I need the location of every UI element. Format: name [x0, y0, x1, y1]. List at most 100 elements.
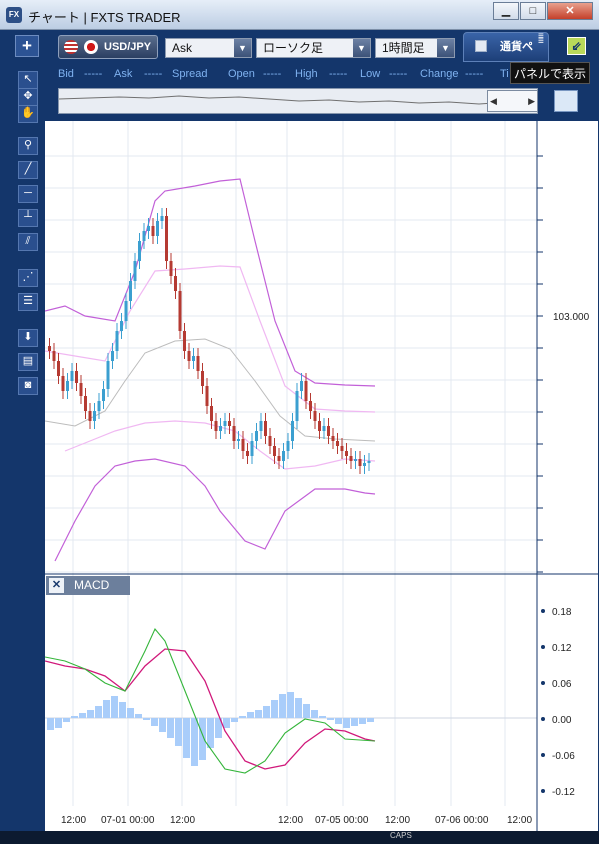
candle-body — [192, 356, 195, 361]
macd-tick-mark — [541, 753, 545, 757]
change-value: ----- — [465, 68, 484, 80]
parallel-lines-icon[interactable]: ⫽ — [18, 233, 38, 251]
price-chart[interactable]: 103.000 0.18 0.12 0.06 0.00 -0.06 -0.12 12:00… — [44, 121, 598, 831]
candle-body — [165, 216, 168, 261]
crosshair-cursor-icon[interactable]: ✥ — [18, 88, 38, 106]
chart-type-select[interactable]: ローソク足 ▼ — [256, 38, 371, 58]
candle-body — [66, 381, 69, 391]
macd-bar — [231, 718, 238, 722]
band-upper-inner — [44, 265, 376, 413]
symbol-button[interactable]: USD/JPY — [58, 35, 158, 59]
panel-view-button[interactable]: ⇙ — [567, 37, 586, 55]
ti-label: Ti — [500, 68, 509, 80]
price-side-value: Ask — [172, 41, 193, 55]
menu-icon[interactable]: ≡ ≡ — [538, 31, 544, 47]
low-value: ----- — [389, 68, 408, 80]
candle-body — [327, 426, 330, 436]
chevron-down-icon: ▼ — [437, 39, 454, 57]
candle-body — [250, 441, 254, 456]
trend-line-icon[interactable]: ╱ — [18, 161, 38, 179]
fibonacci-icon[interactable]: ☰ — [18, 293, 38, 311]
time-label: 07-05 00:00 — [315, 815, 369, 826]
time-label: 12:00 — [507, 815, 532, 826]
high-label: High — [295, 68, 318, 80]
macd-bar — [127, 708, 134, 718]
vertical-line-icon[interactable]: ┴ — [18, 209, 38, 227]
macd-lines — [44, 627, 376, 774]
signal-line — [44, 627, 376, 774]
minimize-button[interactable]: ▁ — [493, 2, 519, 20]
chart-area[interactable]: 103.000 0.18 0.12 0.06 0.00 -0.06 -0.12 12:00… — [44, 121, 598, 831]
candle-body — [277, 456, 281, 461]
add-chart-button[interactable]: + — [15, 35, 39, 57]
macd-bar — [199, 718, 206, 760]
macd-tick-mark — [541, 609, 545, 613]
high-value: ----- — [329, 68, 348, 80]
candle-body — [70, 371, 74, 381]
candle-body — [318, 421, 321, 431]
macd-bar — [295, 698, 302, 718]
fan-icon[interactable]: ⋰ — [18, 269, 38, 287]
macd-bar — [255, 710, 262, 718]
candle-body — [160, 216, 164, 221]
currency-checkbox[interactable] — [475, 40, 487, 52]
time-label: 07-06 00:00 — [435, 815, 489, 826]
timeframe-select[interactable]: 1時間足 ▼ — [375, 38, 455, 58]
candlesticks — [48, 208, 371, 474]
macd-histogram — [45, 692, 537, 766]
candle-body — [57, 361, 60, 376]
ask-label: Ask — [114, 68, 133, 80]
cursor-icon[interactable]: ↖ — [18, 71, 38, 89]
maximize-button[interactable]: □ — [520, 2, 546, 20]
candle-body — [349, 456, 353, 461]
macd-tick-mark — [541, 789, 545, 793]
macd-bar — [287, 692, 294, 718]
download-icon[interactable]: ⬇ — [18, 329, 38, 347]
candle-body — [354, 459, 357, 461]
candle-body — [174, 276, 177, 291]
horizontal-line-icon[interactable]: ─ — [18, 185, 38, 203]
drawing-toolbar: ↖ ✥ ✋ ⚲ ╱ ─ ┴ ⫽ ⋰ ☰ ⬇ ▤ ◙ — [15, 67, 39, 397]
caps-indicator: CAPS — [390, 831, 412, 840]
navigator-lock-icon[interactable] — [554, 90, 578, 112]
scroll-left-icon[interactable]: ◀ — [490, 96, 497, 106]
macd-bar — [335, 718, 342, 724]
chart-navigator[interactable] — [58, 88, 538, 114]
candle-body — [282, 451, 285, 461]
candle-body — [129, 281, 132, 301]
candle-body — [246, 451, 249, 456]
candle-body — [214, 421, 218, 431]
navigator-scroll-handle[interactable]: ◀ ▶ — [487, 90, 538, 112]
candle-body — [313, 411, 317, 421]
candle-body — [309, 401, 312, 411]
close-button[interactable]: ✕ — [547, 2, 593, 20]
macd-close-button[interactable]: ✕ — [49, 578, 64, 593]
candle-body — [138, 241, 141, 261]
candle-body — [133, 261, 137, 281]
ask-value: ----- — [144, 68, 163, 80]
candle-body — [291, 421, 294, 441]
time-label: 12:00 — [170, 815, 195, 826]
pin-icon[interactable]: ⚲ — [18, 137, 38, 155]
macd-bar — [63, 718, 70, 722]
chart-type-value: ローソク足 — [263, 41, 324, 55]
camera-icon[interactable]: ◙ — [18, 377, 38, 395]
moving-average — [44, 338, 376, 442]
candle-body — [232, 426, 236, 441]
bollinger-bands — [44, 178, 376, 562]
chevron-down-icon: ▼ — [353, 39, 370, 57]
list-icon[interactable]: ▤ — [18, 353, 38, 371]
candle-body — [151, 226, 155, 236]
price-label: 103.000 — [553, 312, 590, 323]
time-label: 07-01 00:00 — [101, 815, 155, 826]
macd-bar — [111, 696, 118, 718]
macd-bar — [279, 694, 286, 718]
candle-body — [183, 331, 186, 351]
price-side-select[interactable]: Ask ▼ — [165, 38, 252, 58]
candle-body — [259, 421, 263, 431]
hand-icon[interactable]: ✋ — [18, 105, 38, 123]
quote-row: Bid ----- Ask ----- Spread Open ----- Hi… — [58, 66, 518, 84]
candle-body — [273, 446, 276, 456]
scroll-right-icon[interactable]: ▶ — [528, 96, 535, 106]
candle-body — [228, 421, 231, 426]
